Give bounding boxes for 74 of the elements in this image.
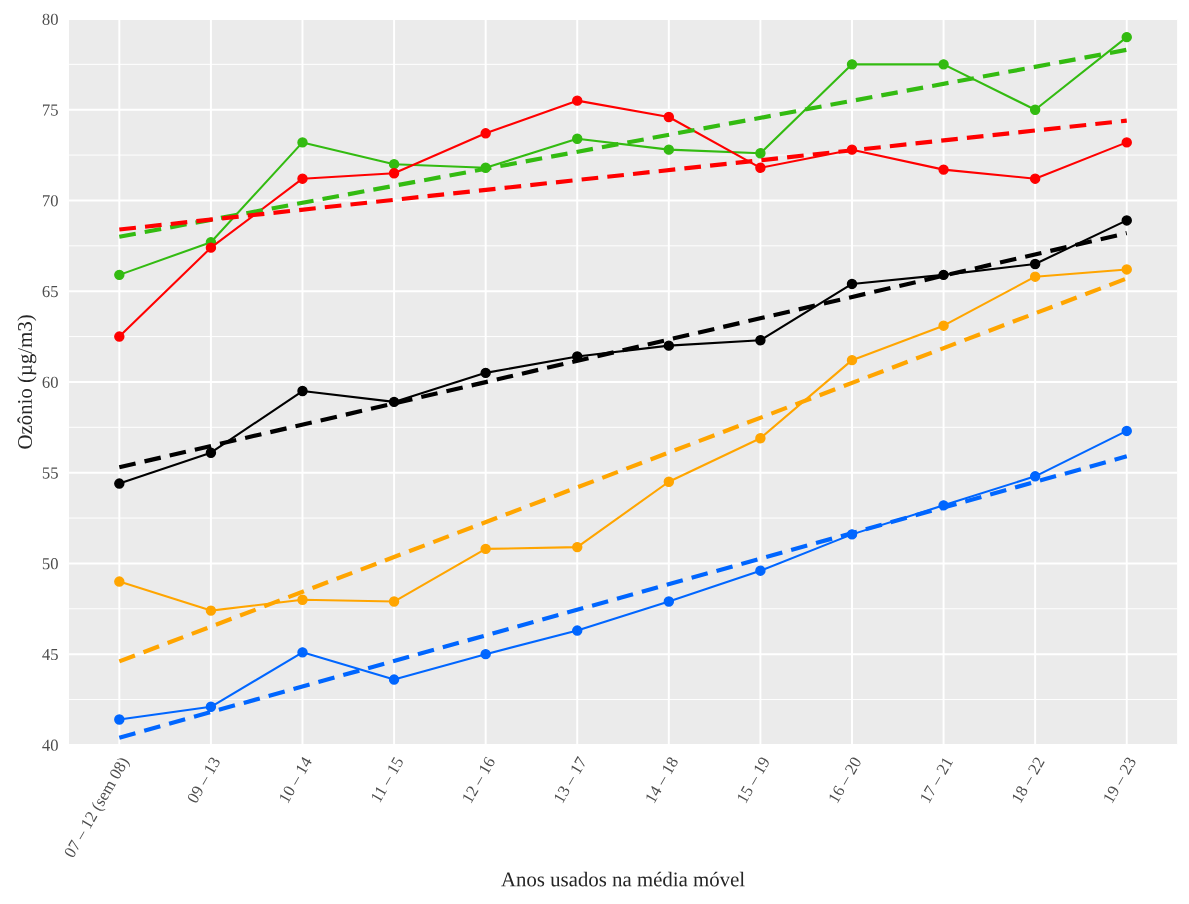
y-tick-label: 50 <box>42 558 58 570</box>
x-tick-label: 13 – 17 <box>553 755 588 804</box>
point <box>1121 137 1132 148</box>
point <box>846 278 858 290</box>
point <box>663 144 675 155</box>
point <box>388 168 400 179</box>
point <box>205 447 217 458</box>
point <box>663 111 675 123</box>
point <box>205 605 217 616</box>
point <box>1121 264 1132 275</box>
point <box>572 625 583 636</box>
point <box>663 340 675 351</box>
point <box>755 162 766 174</box>
point <box>114 576 125 587</box>
point <box>297 647 308 658</box>
x-tick-label: 19 – 23 <box>1102 756 1137 804</box>
point <box>297 137 308 148</box>
point <box>755 565 766 576</box>
point <box>1121 31 1132 43</box>
x-tick-label: 10 – 14 <box>278 755 313 804</box>
point <box>1121 215 1132 226</box>
point <box>572 133 583 144</box>
point <box>388 596 400 607</box>
point <box>846 354 858 366</box>
point <box>755 148 766 159</box>
point <box>480 648 491 660</box>
point <box>1029 173 1041 184</box>
point <box>388 158 400 170</box>
point <box>938 59 949 70</box>
point <box>938 320 949 331</box>
y-tick-label: 60 <box>42 376 58 388</box>
point <box>663 476 675 487</box>
point <box>114 714 125 725</box>
point <box>1029 258 1041 270</box>
point <box>388 674 400 685</box>
y-tick-label: 40 <box>42 739 58 751</box>
point <box>480 543 491 555</box>
point <box>572 541 583 553</box>
point <box>205 701 217 712</box>
point <box>1029 271 1041 282</box>
point <box>297 173 308 184</box>
x-tick-label: 12 – 16 <box>461 756 496 804</box>
point <box>480 367 491 379</box>
point <box>114 269 125 281</box>
x-tick-label: 18 – 22 <box>1011 756 1045 804</box>
x-tick-label: 16 – 20 <box>828 756 862 804</box>
y-tick-label: 55 <box>42 467 58 479</box>
point <box>755 334 766 346</box>
point <box>663 596 675 607</box>
point <box>938 164 949 175</box>
x-tick-label: 17 – 21 <box>919 756 954 804</box>
point <box>572 95 583 106</box>
y-tick-label: 80 <box>42 13 58 25</box>
x-tick-label: 15 – 19 <box>736 756 771 804</box>
point <box>205 242 217 253</box>
point <box>297 594 308 605</box>
y-tick-label: 70 <box>42 195 58 207</box>
x-tick-label: 09 – 13 <box>186 756 221 804</box>
x-axis-title: Anos usados na média móvel <box>501 871 745 887</box>
x-tick-label: 11 – 15 <box>370 756 404 803</box>
point <box>755 432 766 444</box>
point <box>846 59 858 70</box>
point <box>1029 104 1041 115</box>
point <box>297 385 308 397</box>
point <box>480 128 491 139</box>
point <box>114 478 125 489</box>
point <box>1121 425 1132 437</box>
x-tick-label: 14 – 18 <box>644 756 679 804</box>
y-tick-label: 45 <box>42 648 58 661</box>
point <box>114 331 125 342</box>
y-tick-label: 75 <box>42 104 58 116</box>
point <box>1029 471 1041 482</box>
y-axis-title: Ozônio (µg/m3) <box>17 315 37 449</box>
y-tick-label: 65 <box>42 285 58 298</box>
